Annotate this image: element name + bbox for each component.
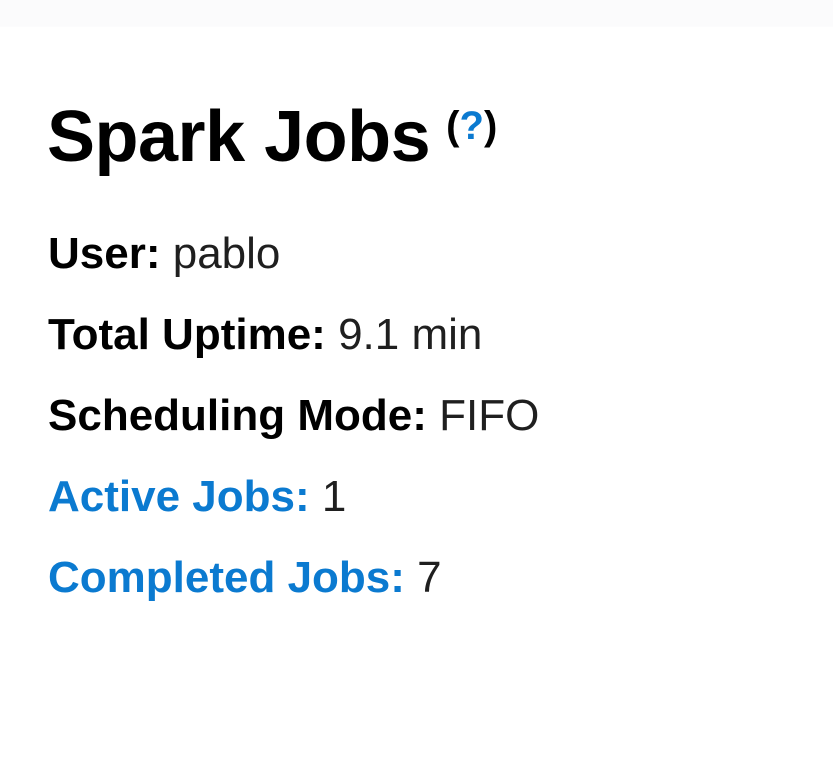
page-title-text: Spark Jobs [47, 97, 431, 177]
summary-row-completed-jobs: Completed Jobs: 7 [48, 537, 833, 618]
help-question-mark-icon[interactable]: ? [459, 104, 484, 148]
summary-value-scheduling-mode: FIFO [439, 391, 540, 440]
help-open-paren: ( [446, 104, 460, 148]
job-summary-list: User: pablo Total Uptime: 9.1 min Schedu… [0, 175, 833, 618]
title-help-group: (?) [446, 104, 497, 148]
help-close-paren: ) [483, 104, 498, 148]
summary-label-user: User: [48, 229, 161, 278]
summary-row-scheduling-mode: Scheduling Mode: FIFO [48, 375, 833, 456]
spark-jobs-page: Spark Jobs (?) User: pablo Total Uptime: … [0, 26, 833, 618]
navbar-strip [0, 0, 833, 27]
active-jobs-link[interactable]: Active Jobs: [48, 472, 310, 521]
completed-jobs-link[interactable]: Completed Jobs: [48, 553, 405, 602]
summary-row-total-uptime: Total Uptime: 9.1 min [48, 294, 833, 375]
page-title: Spark Jobs (?) [0, 26, 833, 175]
summary-label-scheduling-mode: Scheduling Mode: [48, 391, 427, 440]
summary-row-active-jobs: Active Jobs: 1 [48, 456, 833, 537]
summary-value-user: pablo [172, 229, 281, 278]
summary-value-total-uptime: 9.1 min [338, 310, 483, 359]
summary-value-completed-jobs: 7 [417, 553, 442, 602]
summary-row-user: User: pablo [48, 213, 833, 294]
summary-value-active-jobs: 1 [321, 472, 347, 521]
summary-label-total-uptime: Total Uptime: [48, 310, 326, 359]
